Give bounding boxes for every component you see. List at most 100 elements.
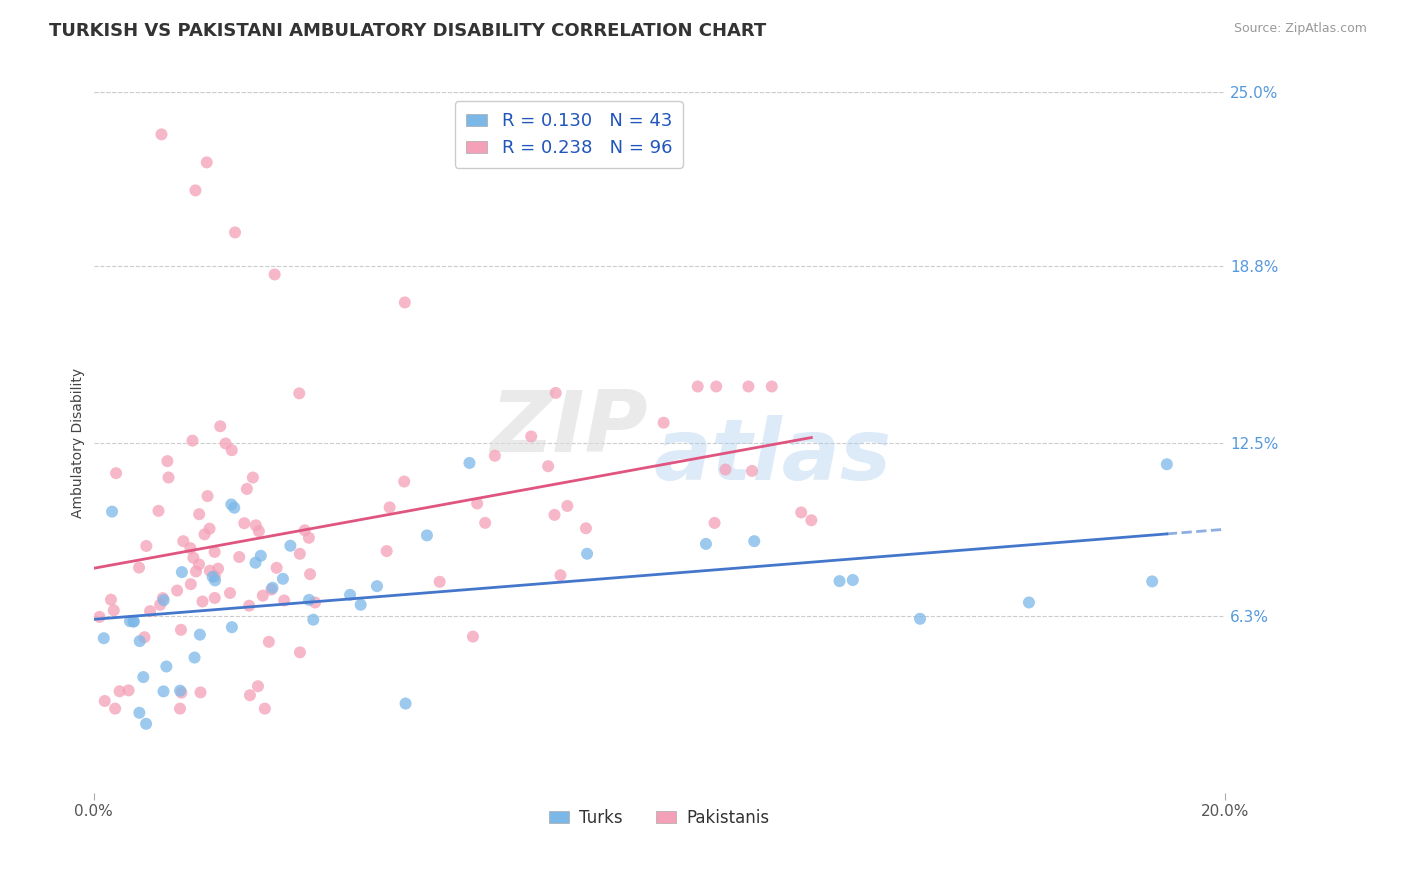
Point [298,593,321,607]
Point [183,650,205,665]
Point [221,443,243,458]
Point [221,498,243,512]
Point [294,524,316,538]
Point [484,449,506,463]
Point [228,549,250,564]
Point [89,610,111,624]
Point [236,482,259,496]
Point [157,470,180,484]
Point [520,429,543,443]
Point [247,524,270,539]
Point [188,627,211,641]
Point [180,577,202,591]
Legend: Turks, Pakistanis: Turks, Pakistanis [543,802,776,833]
Point [207,562,229,576]
Point [392,475,415,489]
Point [263,268,285,282]
Point [704,379,727,393]
Point [695,537,717,551]
Point [465,496,488,510]
Point [375,544,398,558]
Point [249,549,271,563]
Point [201,570,224,584]
Point [170,685,193,699]
Point [458,456,481,470]
Point [266,561,288,575]
Point [288,386,311,401]
Point [280,539,302,553]
Point [184,183,207,197]
Point [302,613,325,627]
Point [828,574,851,588]
Point [191,594,214,608]
Point [378,500,401,515]
Point [135,539,157,553]
Point [1018,595,1040,609]
Point [246,679,269,693]
Point [761,379,783,393]
Point [149,598,172,612]
Point [304,595,326,609]
Point [122,615,145,629]
Point [273,593,295,607]
Text: TURKISH VS PAKISTANI AMBULATORY DISABILITY CORRELATION CHART: TURKISH VS PAKISTANI AMBULATORY DISABILI… [49,22,766,40]
Point [800,513,823,527]
Point [170,623,193,637]
Point [262,581,284,595]
Point [703,516,725,530]
Point [260,582,283,597]
Point [197,489,219,503]
Point [103,603,125,617]
Point [101,505,124,519]
Point [714,462,737,476]
Point [350,598,373,612]
Text: ZIP: ZIP [491,387,648,470]
Point [1156,457,1178,471]
Point [122,615,145,629]
Point [575,521,598,535]
Point [737,379,759,393]
Point [298,531,321,545]
Point [139,604,162,618]
Point [152,591,174,606]
Point [245,518,267,533]
Text: atlas: atlas [654,415,891,498]
Point [204,574,226,588]
Y-axis label: Ambulatory Disability: Ambulatory Disability [72,368,86,517]
Point [195,155,218,169]
Point [253,701,276,715]
Point [156,454,179,468]
Point [93,632,115,646]
Point [339,588,361,602]
Point [224,500,246,515]
Point [181,434,204,448]
Point [194,527,217,541]
Point [132,670,155,684]
Point [152,684,174,698]
Point [219,586,242,600]
Point [204,591,226,605]
Point [169,683,191,698]
Point [394,697,416,711]
Point [184,565,207,579]
Point [134,630,156,644]
Point [190,685,212,699]
Point [128,706,150,720]
Point [557,499,579,513]
Point [118,614,141,628]
Point [842,573,865,587]
Point [135,716,157,731]
Point [198,522,221,536]
Point [1140,574,1163,589]
Point [238,599,260,613]
Point [242,470,264,484]
Point [100,592,122,607]
Point [198,564,221,578]
Point [366,579,388,593]
Point [128,560,150,574]
Point [576,547,599,561]
Point [537,459,560,474]
Point [150,128,173,142]
Point [183,550,205,565]
Text: Source: ZipAtlas.com: Source: ZipAtlas.com [1233,22,1367,36]
